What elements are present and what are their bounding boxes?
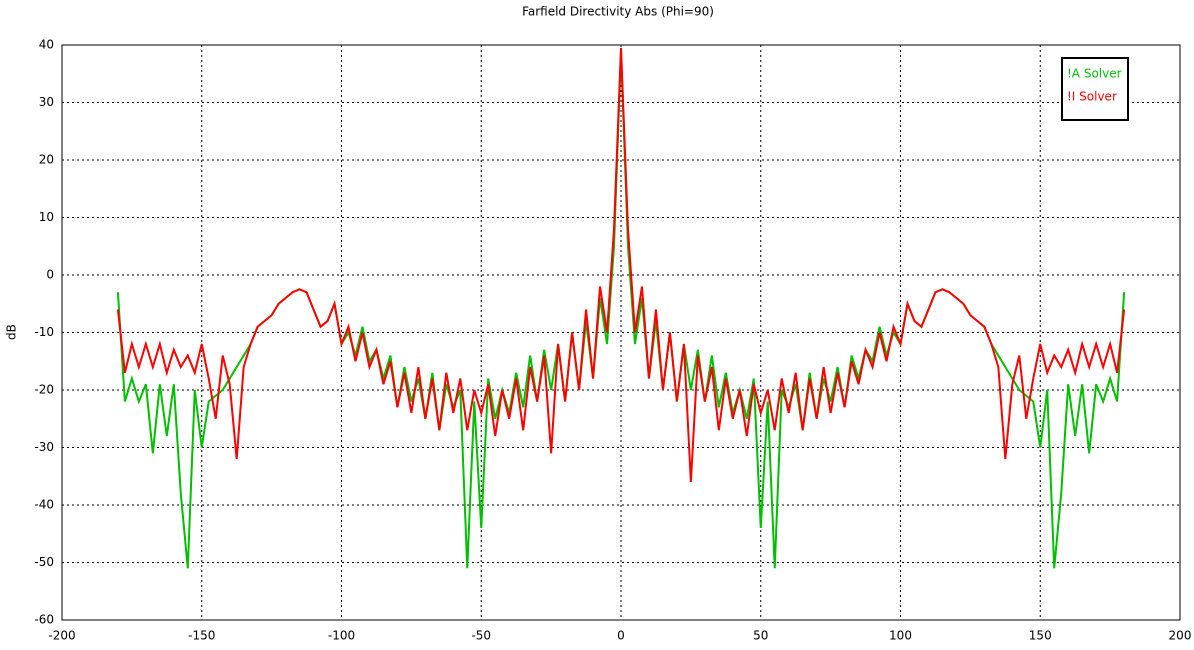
y-tick-label: -60: [34, 613, 54, 627]
chart-title: Farfield Directivity Abs (Phi=90): [522, 5, 714, 19]
x-tick-label: 150: [1029, 629, 1052, 643]
y-tick-label: -30: [34, 440, 54, 454]
y-axis-label: dB: [5, 324, 19, 340]
legend-box: [1061, 57, 1129, 121]
plot-frame: [61, 44, 1181, 621]
x-tick-label: 100: [889, 629, 912, 643]
x-tick-label: -150: [188, 629, 215, 643]
y-tick-label: 30: [39, 95, 54, 109]
x-tick-label: -100: [328, 629, 355, 643]
y-tick-label: 0: [46, 268, 54, 282]
y-tick-label: -10: [34, 325, 54, 339]
y-tick-label: -20: [34, 383, 54, 397]
x-tick-label: 50: [753, 629, 768, 643]
legend-entry: !A Solver: [1067, 67, 1122, 81]
x-tick-label: 0: [617, 629, 625, 643]
x-tick-label: -50: [471, 629, 491, 643]
legend-entry: !I Solver: [1067, 90, 1117, 104]
y-tick-label: -40: [34, 498, 54, 512]
x-tick-label: -200: [48, 629, 75, 643]
x-tick-label: 200: [1169, 629, 1192, 643]
y-tick-label: 40: [39, 38, 54, 52]
y-tick-label: -50: [34, 555, 54, 569]
y-tick-label: 20: [39, 153, 54, 167]
y-tick-label: 10: [39, 210, 54, 224]
line-series: [116, 47, 1126, 483]
